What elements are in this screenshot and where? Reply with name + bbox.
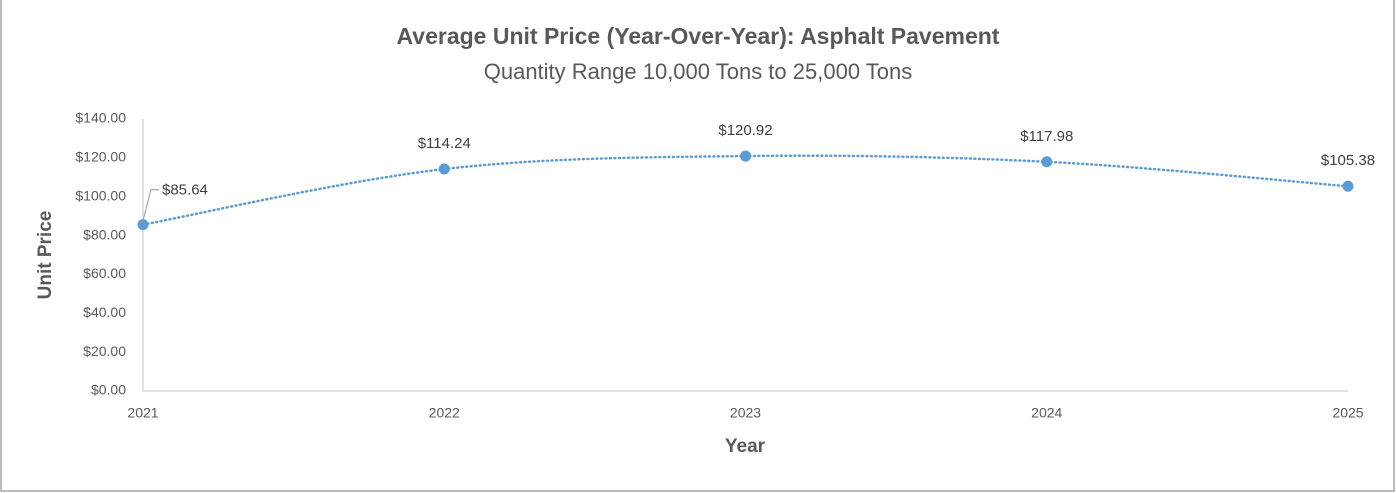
data-point [740, 150, 751, 162]
y-axis-title: Unit Price [35, 211, 56, 300]
data-label: $117.98 [1020, 128, 1073, 145]
x-tick-label: 2022 [429, 405, 460, 421]
x-tick-label: 2024 [1031, 405, 1062, 421]
y-tick-label: $20.00 [83, 343, 126, 359]
chart-title: Average Unit Price (Year-Over-Year): Asp… [397, 23, 1000, 49]
data-label: $105.38 [1321, 152, 1375, 169]
x-tick-label: 2021 [127, 405, 158, 421]
x-axis-title: Year [725, 436, 766, 457]
y-tick-label: $0.00 [91, 382, 126, 398]
data-label: $85.64 [162, 182, 208, 199]
leader-line [142, 189, 159, 221]
data-label: $114.24 [418, 135, 471, 152]
y-tick-label: $100.00 [75, 187, 126, 203]
data-point [438, 163, 450, 175]
x-tick-label: 2023 [730, 405, 761, 421]
data-label: $120.92 [718, 122, 772, 139]
y-tick-label: $40.00 [83, 304, 126, 320]
y-tick-label: $120.00 [75, 149, 126, 165]
data-point [1342, 180, 1354, 192]
data-point [1041, 156, 1053, 168]
y-tick-label: $140.00 [75, 110, 126, 126]
y-tick-label: $60.00 [83, 265, 126, 281]
chart-subtitle: Quantity Range 10,000 Tons to 25,000 Ton… [484, 59, 913, 84]
data-point [137, 219, 149, 231]
y-tick-label: $80.00 [83, 226, 126, 242]
x-tick-label: 2025 [1332, 405, 1363, 421]
